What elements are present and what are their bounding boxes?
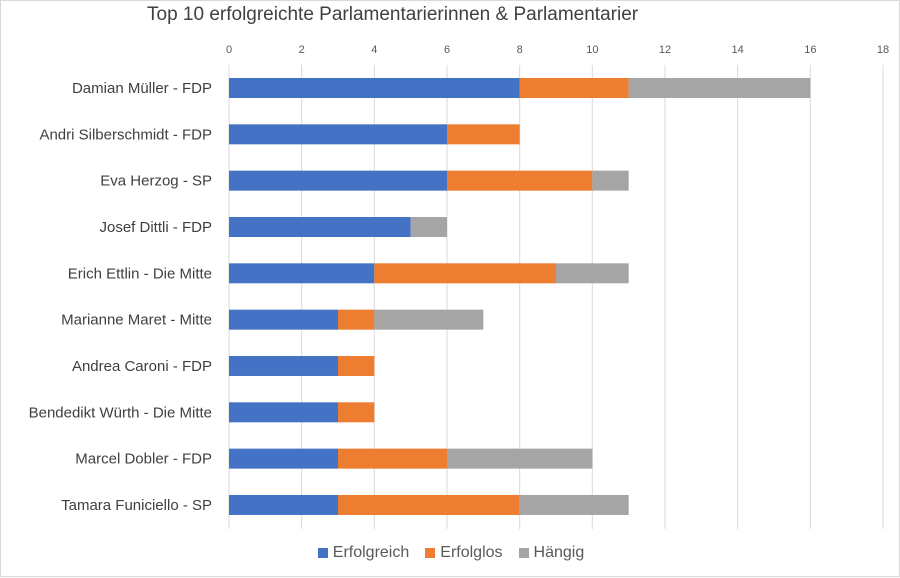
bar-segment bbox=[229, 309, 338, 330]
category-label: Marcel Dobler - FDP bbox=[75, 451, 212, 468]
legend-label: Erfolgreich bbox=[332, 544, 410, 561]
bar-segment bbox=[519, 78, 629, 98]
bar-segment bbox=[374, 263, 556, 284]
bar-segment bbox=[229, 402, 338, 423]
legend-swatch bbox=[317, 548, 328, 558]
x-tick-label: 2 bbox=[299, 44, 305, 56]
category-label: Marianne Maret - Mitte bbox=[61, 312, 212, 329]
bar-segment bbox=[592, 170, 629, 191]
bar-segment bbox=[628, 78, 811, 98]
legend-item: Hängig bbox=[518, 544, 585, 562]
bar-segment bbox=[447, 448, 593, 469]
legend-swatch bbox=[518, 548, 529, 558]
bar-segment bbox=[338, 309, 375, 330]
chart-legend: Erfolgreich Erfolglos Hängig bbox=[1, 544, 900, 562]
x-tick-label: 18 bbox=[877, 44, 889, 56]
bar-segment bbox=[229, 263, 375, 284]
bar-segment bbox=[519, 494, 629, 515]
bar-segment bbox=[338, 448, 447, 469]
legend-item: Erfolglos bbox=[425, 544, 503, 562]
category-label: Andri Silberschmidt - FDP bbox=[39, 126, 212, 143]
x-tick-label: 4 bbox=[371, 44, 377, 56]
bar-segment bbox=[229, 494, 338, 515]
x-tick-label: 6 bbox=[444, 44, 450, 56]
x-tick-label: 14 bbox=[732, 44, 744, 56]
x-tick-label: 12 bbox=[659, 44, 671, 56]
legend-label: Hängig bbox=[533, 544, 585, 561]
bar-segment bbox=[229, 78, 520, 98]
category-label: Tamara Funiciello - SP bbox=[61, 497, 212, 514]
bar-segment bbox=[229, 355, 338, 376]
category-label: Erich Ettlin - Die Mitte bbox=[68, 265, 212, 282]
bar-segment bbox=[338, 494, 520, 515]
legend-label: Erfolglos bbox=[440, 544, 503, 561]
bar-segment bbox=[447, 124, 520, 145]
chart-title: Top 10 erfolgreichte Parlamentarierinnen… bbox=[147, 4, 639, 25]
bar-segment bbox=[410, 216, 447, 237]
bar-segment bbox=[338, 402, 375, 423]
x-tick-label: 8 bbox=[517, 44, 523, 56]
bar-segment bbox=[374, 309, 484, 330]
bar-segment bbox=[229, 216, 411, 237]
x-tick-label: 0 bbox=[226, 44, 232, 56]
legend-item: Erfolgreich bbox=[317, 544, 410, 562]
bar-segment bbox=[229, 448, 338, 469]
bar-segment bbox=[229, 170, 447, 191]
bar-segment bbox=[229, 124, 447, 145]
category-label: Damian Müller - FDP bbox=[72, 80, 212, 97]
x-tick-label: 16 bbox=[804, 44, 816, 56]
category-label: Andrea Caroni - FDP bbox=[72, 358, 212, 375]
category-label: Eva Herzog - SP bbox=[100, 173, 212, 190]
bar-segment bbox=[338, 355, 375, 376]
category-label: Josef Dittli - FDP bbox=[99, 219, 212, 236]
legend-swatch bbox=[425, 548, 436, 558]
category-label: Bendedikt Würth - Die Mitte bbox=[29, 404, 212, 421]
bar-segment bbox=[556, 263, 629, 284]
bar-segment bbox=[447, 170, 593, 191]
x-tick-label: 10 bbox=[586, 44, 598, 56]
